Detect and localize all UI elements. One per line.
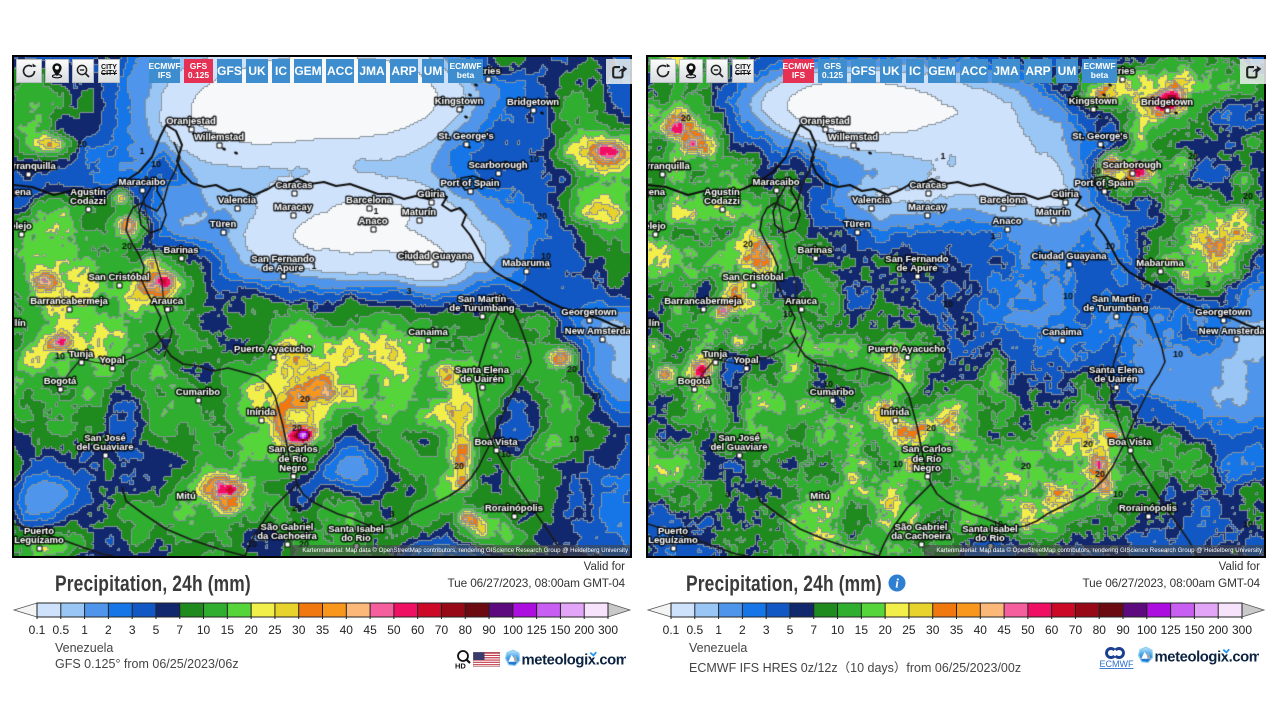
svg-text:15: 15 [855, 623, 869, 637]
svg-text:50: 50 [387, 623, 401, 637]
svg-text:30: 30 [926, 623, 940, 637]
svg-text:45: 45 [363, 623, 377, 637]
svg-text:125: 125 [527, 623, 547, 637]
svg-text:1: 1 [715, 623, 722, 637]
svg-text:7: 7 [810, 623, 817, 637]
svg-text:20: 20 [878, 623, 892, 637]
svg-text:0.5: 0.5 [52, 623, 69, 637]
svg-text:25: 25 [268, 623, 282, 637]
svg-text:90: 90 [1116, 623, 1130, 637]
svg-text:10: 10 [831, 623, 845, 637]
svg-text:i: i [895, 576, 899, 591]
svg-text:5: 5 [787, 623, 794, 637]
svg-text:35: 35 [950, 623, 964, 637]
svg-text:5: 5 [153, 623, 160, 637]
svg-text:200: 200 [574, 623, 594, 637]
svg-text:300: 300 [598, 623, 618, 637]
svg-text:40: 40 [974, 623, 988, 637]
svg-text:15: 15 [221, 623, 235, 637]
svg-text:70: 70 [1069, 623, 1083, 637]
svg-text:60: 60 [1045, 623, 1059, 637]
svg-text:80: 80 [1093, 623, 1107, 637]
svg-text:40: 40 [340, 623, 354, 637]
svg-text:0.1: 0.1 [29, 623, 46, 637]
svg-text:150: 150 [550, 623, 570, 637]
svg-text:45: 45 [997, 623, 1011, 637]
svg-text:60: 60 [411, 623, 425, 637]
svg-text:ECMWF: ECMWF [1100, 659, 1134, 669]
svg-text:HD: HD [455, 662, 466, 670]
svg-text:meteologix.com: meteologix.com [522, 653, 627, 669]
svg-text:3: 3 [763, 623, 770, 637]
svg-text:2: 2 [105, 623, 112, 637]
svg-text:3: 3 [129, 623, 136, 637]
svg-text:20: 20 [244, 623, 258, 637]
svg-text:80: 80 [459, 623, 473, 637]
svg-text:200: 200 [1208, 623, 1228, 637]
svg-text:meteologix.com: meteologix.com [1155, 650, 1260, 666]
svg-text:100: 100 [1137, 623, 1157, 637]
svg-text:7: 7 [176, 623, 183, 637]
svg-text:10: 10 [197, 623, 211, 637]
svg-text:90: 90 [482, 623, 496, 637]
svg-text:25: 25 [902, 623, 916, 637]
svg-text:1: 1 [81, 623, 88, 637]
svg-text:100: 100 [503, 623, 523, 637]
svg-text:30: 30 [292, 623, 306, 637]
svg-text:70: 70 [435, 623, 449, 637]
svg-text:0.1: 0.1 [663, 623, 680, 637]
svg-text:300: 300 [1232, 623, 1252, 637]
svg-text:2: 2 [739, 623, 746, 637]
svg-text:0.5: 0.5 [686, 623, 703, 637]
svg-text:125: 125 [1161, 623, 1181, 637]
svg-text:35: 35 [316, 623, 330, 637]
svg-text:50: 50 [1021, 623, 1035, 637]
svg-text:150: 150 [1184, 623, 1204, 637]
